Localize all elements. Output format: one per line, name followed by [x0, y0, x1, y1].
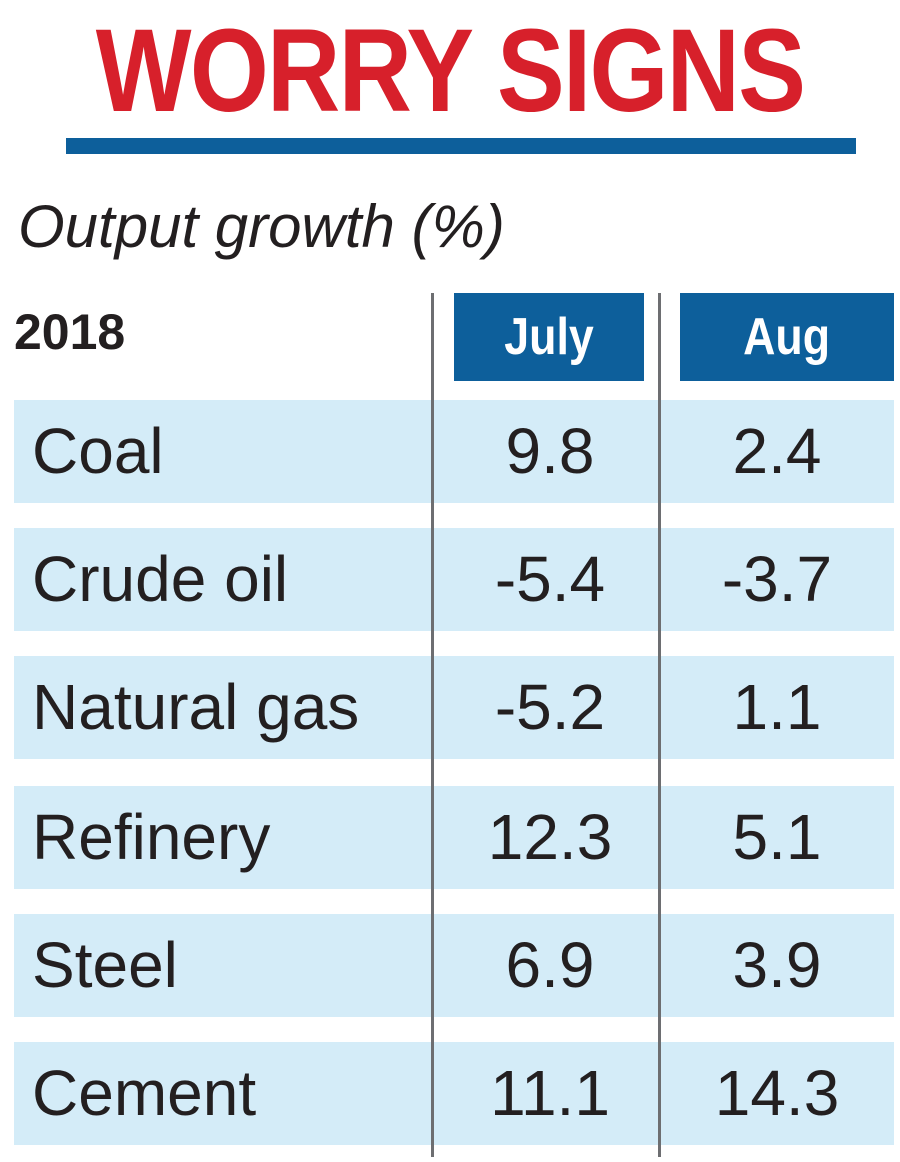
- subtitle: Output growth (%): [18, 193, 505, 260]
- table-row-steel: Steel 6.9 3.9: [14, 914, 894, 1017]
- row-label: Cement: [32, 1057, 257, 1129]
- column-header-july-label: July: [504, 308, 594, 366]
- value-aug: 5.1: [732, 801, 822, 873]
- value-aug: 2.4: [732, 415, 822, 487]
- value-july: -5.2: [494, 671, 606, 743]
- table-row-crude-oil: Crude oil -5.4 -3.7: [14, 528, 894, 631]
- table-row-cement: Cement 11.1 14.3: [14, 1042, 894, 1145]
- column-divider: [431, 293, 434, 1157]
- row-label: Steel: [32, 929, 178, 1001]
- value-aug: 14.3: [714, 1057, 840, 1129]
- value-july: 9.8: [505, 415, 595, 487]
- row-label: Natural gas: [32, 671, 360, 743]
- table-row-coal: Coal 9.8 2.4: [14, 400, 894, 503]
- value-aug: 1.1: [732, 671, 822, 743]
- column-header-july: July: [454, 293, 644, 381]
- column-divider: [658, 293, 661, 1157]
- row-label: Coal: [32, 415, 164, 487]
- column-header-aug-label: Aug: [743, 308, 831, 366]
- value-july: -5.4: [494, 543, 606, 615]
- table-row-natural-gas: Natural gas -5.2 1.1: [14, 656, 894, 759]
- value-aug: -3.7: [721, 543, 833, 615]
- value-aug: 3.9: [732, 929, 822, 1001]
- column-header-aug: Aug: [680, 293, 894, 381]
- title-underline: [66, 138, 856, 154]
- value-july: 6.9: [505, 929, 595, 1001]
- row-label: Crude oil: [32, 543, 289, 615]
- value-july: 11.1: [490, 1057, 610, 1129]
- table-row-refinery: Refinery 12.3 5.1: [14, 786, 894, 889]
- title: WORRY SIGNS: [95, 5, 806, 137]
- row-label: Refinery: [32, 801, 271, 873]
- value-july: 12.3: [487, 801, 613, 873]
- year-label: 2018: [14, 304, 126, 360]
